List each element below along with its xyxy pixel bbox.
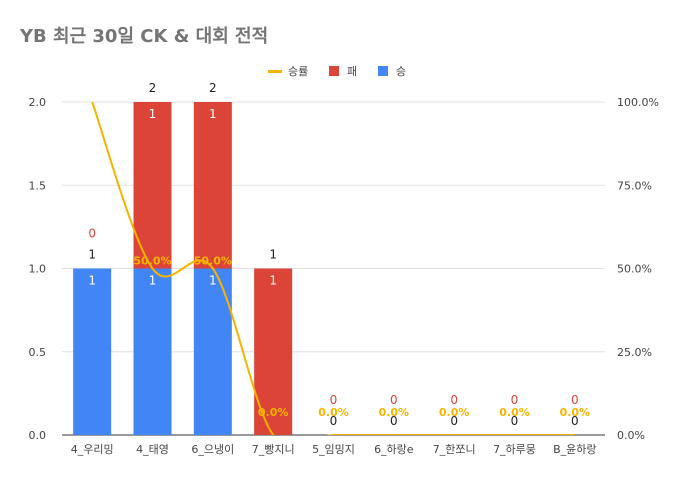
x-tick-label: 5_임밍지 <box>312 443 355 456</box>
x-tick-label: 7_빵지니 <box>252 443 295 456</box>
legend-swatch-bar <box>378 66 388 76</box>
bars <box>73 102 293 435</box>
legend-swatch-line <box>268 70 282 73</box>
win-label: 1 <box>209 274 217 288</box>
bar-win <box>193 268 232 435</box>
right-axis: 0.0% 25.0% 50.0% 75.0% 100.0% <box>617 96 659 442</box>
total-label: 2 <box>209 81 217 95</box>
total-label: 0 <box>571 414 579 428</box>
left-tick-label: 1.5 <box>29 179 47 192</box>
win-label: 1 <box>149 274 157 288</box>
left-tick-label: 0.0 <box>29 429 47 442</box>
win-rate-line-layer <box>91 102 575 435</box>
loss-label: 0 <box>511 393 519 407</box>
x-tick-label: B_윤하랑 <box>553 442 596 456</box>
x-tick-label: 6_하랑e <box>374 442 414 456</box>
rate-label: 50.0% <box>194 255 232 268</box>
legend: 승률 패 승 <box>268 65 406 78</box>
total-label: 0 <box>330 414 338 428</box>
x-tick-label: 4_태영 <box>136 443 169 456</box>
bar-win <box>73 268 112 435</box>
loss-label: 0 <box>88 227 96 241</box>
rate-label: 0.0% <box>258 406 289 419</box>
right-tick-label: 0.0% <box>617 429 645 442</box>
loss-label: 1 <box>149 107 157 121</box>
total-label: 0 <box>450 414 458 428</box>
x-axis: 4_우리밍 4_태영 6_으냉이 7_빵지니 5_임밍지 6_하랑e 7_한쪼니 7_하루뭉 B… <box>71 442 597 456</box>
right-tick-label: 50.0% <box>617 263 652 276</box>
rate-label: 0.0% <box>379 406 410 419</box>
x-tick-label: 7_하루뭉 <box>493 442 536 456</box>
legend-label: 승 <box>396 65 406 78</box>
legend-swatch-bar <box>329 66 339 76</box>
win-label: 1 <box>88 274 96 288</box>
loss-label: 1 <box>209 107 217 121</box>
loss-label: 0 <box>571 393 579 407</box>
rate-label: 0.0% <box>560 406 591 419</box>
loss-label: 0 <box>450 393 458 407</box>
x-tick-label: 7_한쪼니 <box>433 443 476 456</box>
left-tick-label: 0.5 <box>29 346 47 359</box>
rate-label: 0.0% <box>439 406 470 419</box>
left-tick-label: 1.0 <box>29 263 47 276</box>
chart-title: YB 최근 30일 CK & 대회 전적 <box>19 26 268 47</box>
total-label: 1 <box>269 248 277 262</box>
rate-label: 0.0% <box>318 406 349 419</box>
rate-label: 0.0% <box>499 406 530 419</box>
bar-win <box>133 268 172 435</box>
total-label: 0 <box>511 414 519 428</box>
legend-label: 승률 <box>288 65 308 78</box>
total-label: 2 <box>149 81 157 95</box>
bar-loss <box>193 102 232 269</box>
right-tick-label: 75.0% <box>617 179 652 192</box>
legend-label: 패 <box>347 65 357 78</box>
total-label: 1 <box>88 248 96 262</box>
left-tick-label: 2.0 <box>29 96 47 109</box>
left-axis: 0.0 0.5 1.0 1.5 2.0 <box>29 96 47 442</box>
loss-label: 0 <box>330 393 338 407</box>
bar-loss <box>133 102 172 269</box>
loss-label: 0 <box>390 393 398 407</box>
right-tick-label: 25.0% <box>617 346 652 359</box>
rate-label: 50.0% <box>133 255 171 268</box>
x-tick-label: 4_우리밍 <box>71 443 114 456</box>
total-label: 0 <box>390 414 398 428</box>
loss-label: 1 <box>269 274 277 288</box>
right-tick-label: 100.0% <box>617 96 659 109</box>
win-rate-line <box>91 102 575 435</box>
x-tick-label: 6_으냉이 <box>191 443 234 456</box>
